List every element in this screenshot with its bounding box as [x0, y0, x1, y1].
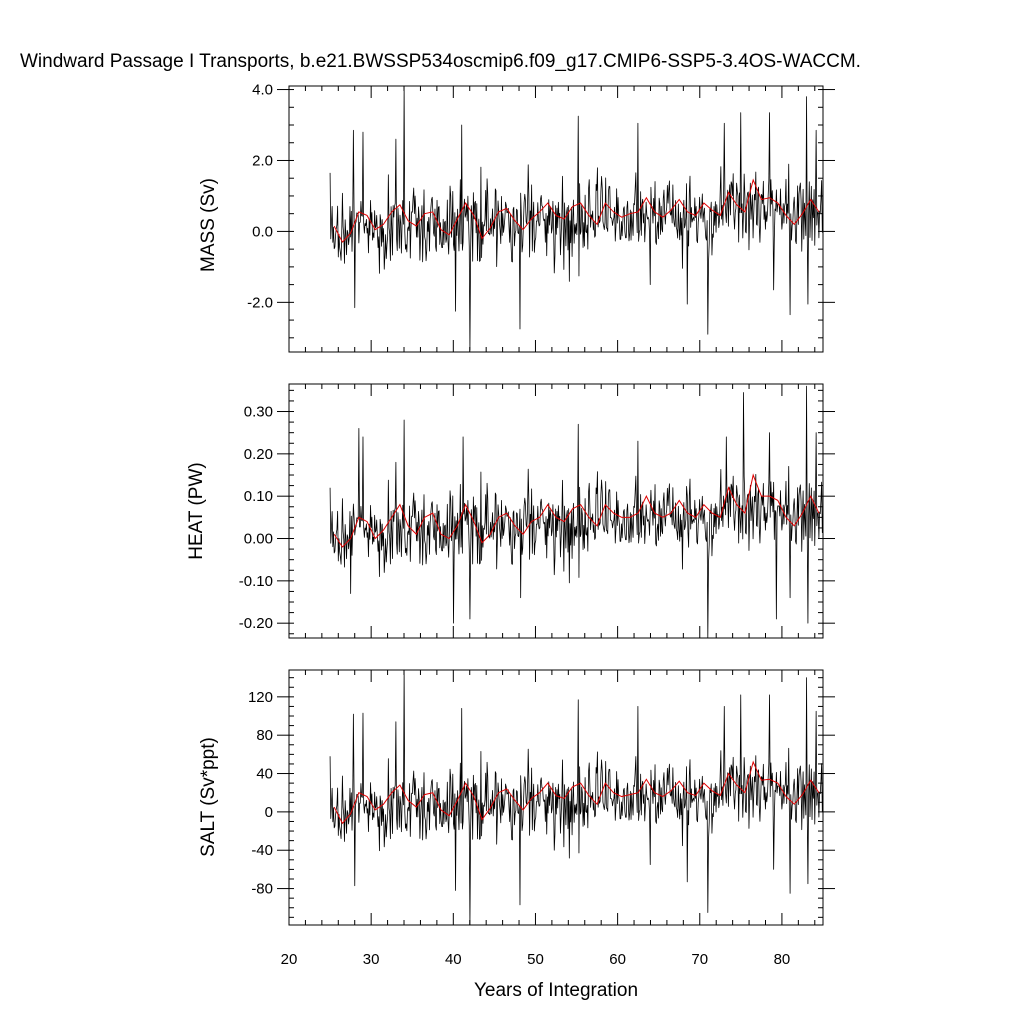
xlabel: Years of Integration — [474, 980, 638, 1001]
plot-frame — [288, 669, 824, 926]
y-tick-label: 0.0 — [252, 223, 273, 240]
panel-heat: HEAT (PW) -0.20 -0.10 0.00 0.10 0.20 0.30 — [186, 383, 835, 639]
y-tick-label: 0.10 — [244, 488, 273, 505]
y-tick-label: 4.0 — [252, 82, 273, 99]
x-tick-label: 60 — [609, 951, 626, 968]
x-tick-label: 20 — [281, 951, 298, 968]
series-monthly — [329, 86, 823, 351]
y-tick-label: -0.20 — [239, 615, 273, 632]
y-tick-label: -40 — [251, 842, 273, 859]
plot-frame — [288, 85, 824, 353]
ylabel-heat: HEAT (PW) — [186, 462, 207, 559]
y-tick-label: 2.0 — [252, 152, 273, 169]
x-tick-label: 30 — [363, 951, 380, 968]
x-axis: 20 30 40 50 60 70 80 — [281, 951, 791, 968]
chart-title: Windward Passage I Transports, b.e21.BWS… — [20, 51, 861, 72]
ylabel-salt: SALT (Sv*ppt) — [198, 737, 219, 857]
x-tick-label: 40 — [445, 951, 462, 968]
y-tick-label: 120 — [248, 689, 273, 706]
x-tick-label: 70 — [691, 951, 708, 968]
y-tick-label: -80 — [251, 881, 273, 898]
y-tick-label: 0 — [265, 804, 273, 821]
series-annual-mean — [333, 473, 820, 548]
series-annual-mean — [333, 760, 820, 825]
y-tick-label: 0.30 — [244, 404, 273, 421]
x-tick-label: 80 — [774, 951, 791, 968]
x-tick-label: 50 — [527, 951, 544, 968]
series-annual-mean — [333, 178, 820, 243]
series-monthly — [329, 385, 823, 638]
y-tick-label: 0.00 — [244, 531, 273, 548]
panel-mass: MASS (Sv) -2.0 0.0 2.0 4.0 — [198, 82, 835, 353]
series-monthly — [329, 670, 823, 925]
y-tick-label: -2.0 — [247, 294, 273, 311]
y-tick-label: 80 — [256, 727, 273, 744]
y-tick-label: -0.10 — [239, 573, 273, 590]
y-tick-label: 0.20 — [244, 446, 273, 463]
y-tick-label: 40 — [256, 766, 273, 783]
panel-salt: SALT (Sv*ppt) -80 -40 0 40 80 120 — [198, 669, 835, 926]
plot-frame — [288, 383, 824, 639]
ylabel-mass: MASS (Sv) — [198, 178, 219, 272]
